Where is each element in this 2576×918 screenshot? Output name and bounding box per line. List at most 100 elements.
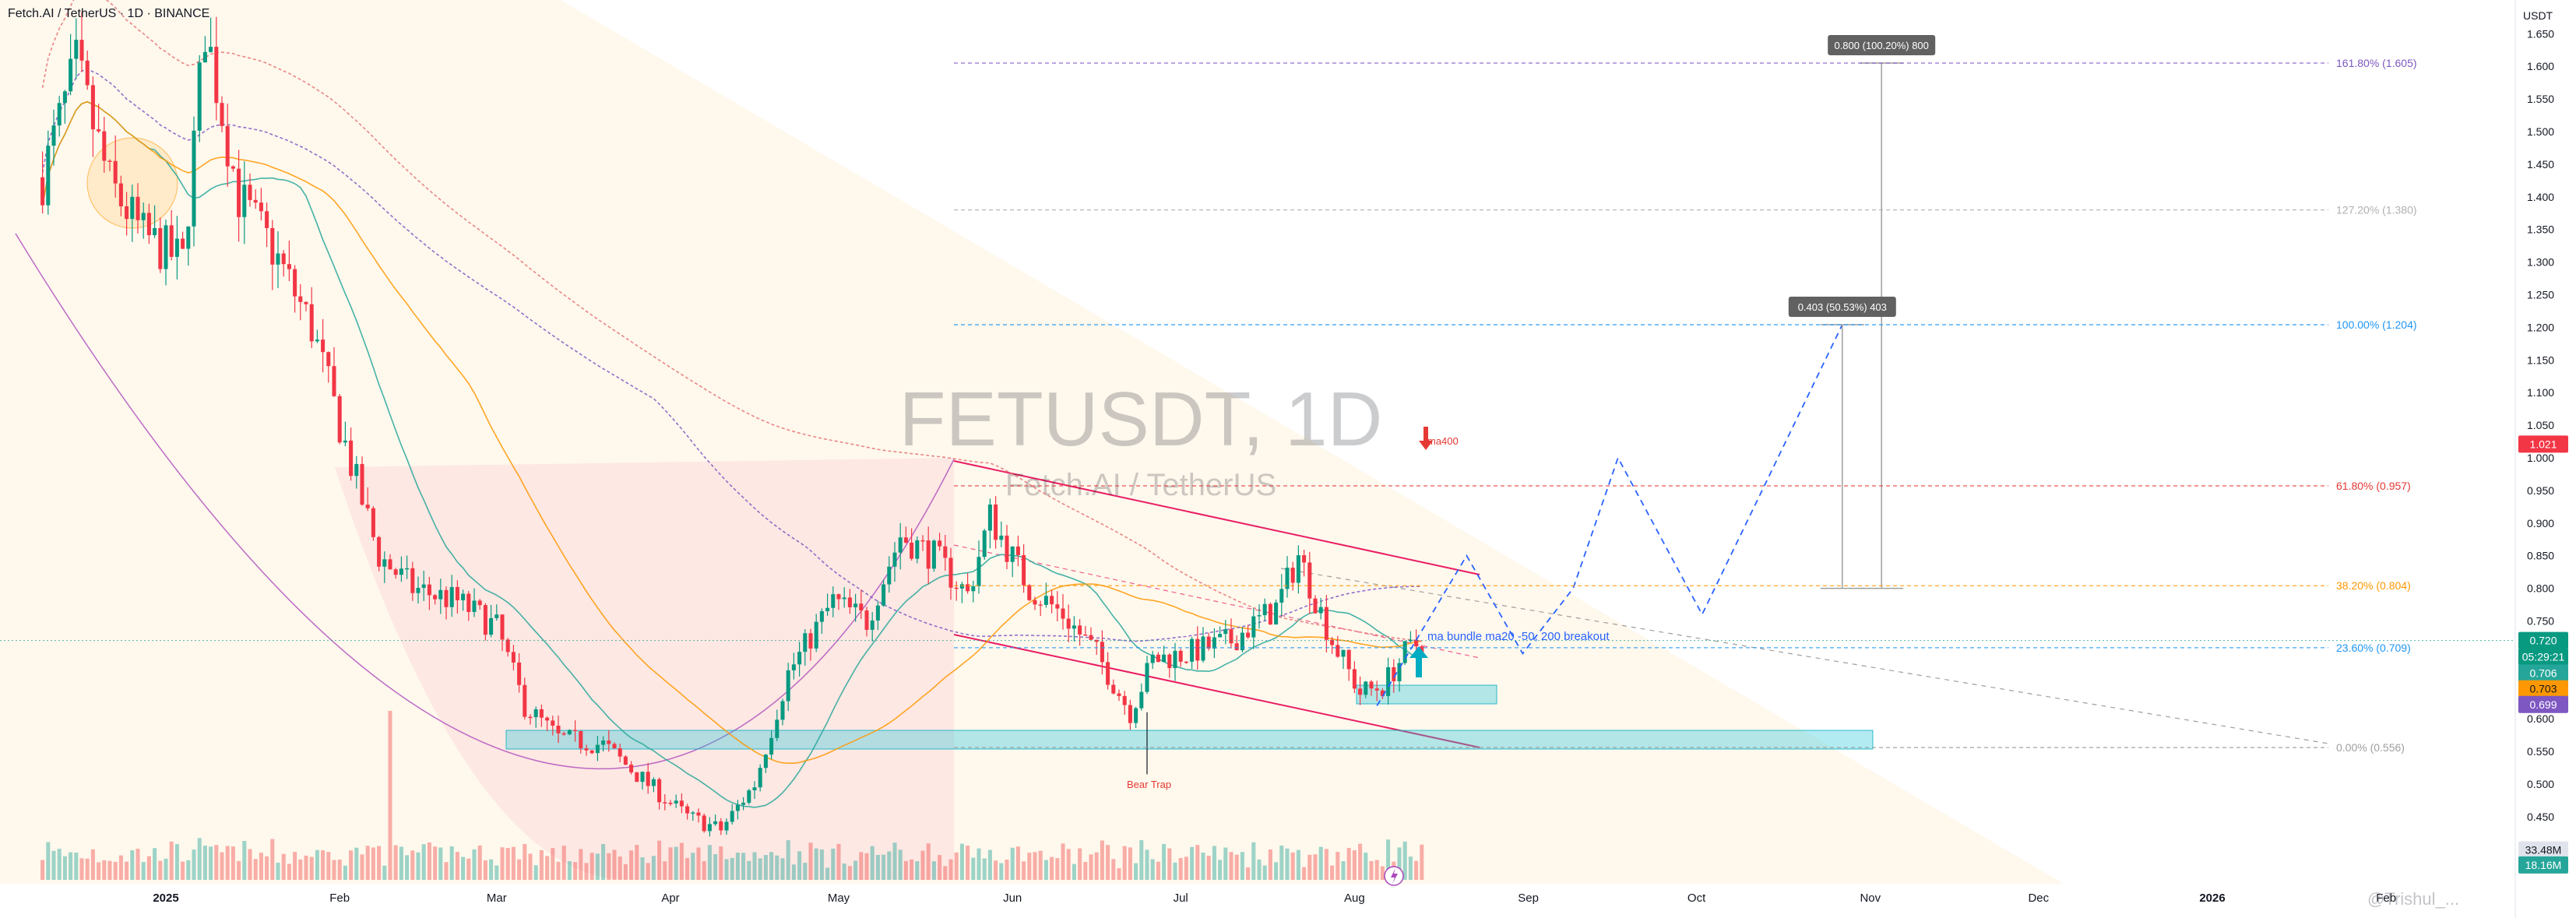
candle-body [293,269,297,297]
volume-bar [214,845,219,880]
volume-bar [607,853,611,880]
volume-bar [668,847,673,880]
symbol-title[interactable]: Fetch.AI / TetherUS · 1D · BINANCE [8,7,210,20]
candle-body [477,600,482,606]
support-box-small [1356,684,1497,705]
candle-body [691,812,695,814]
candle-body [556,725,561,733]
volume-bar [1341,861,1346,880]
candle-body [113,160,118,184]
candle-body [1414,639,1419,647]
candle-body [987,504,992,531]
volume-bar [864,853,869,880]
annotation-label: ma bundle ma20 -50, 200 breakout [1427,630,1610,643]
candle-body [887,566,892,585]
candle-body [831,594,836,608]
candle-body [1195,638,1200,661]
volume-bar [1408,856,1413,880]
candle-body [589,750,594,754]
volume-bar [853,860,858,880]
candle-body [1206,636,1211,649]
candle-body [853,603,858,607]
volume-bar [146,856,151,880]
candle-body [169,225,174,257]
candle-body [164,225,168,269]
candle-body [1015,546,1020,555]
volume-bar [892,842,897,880]
volume-bar [309,856,314,880]
volume-bar [1206,856,1211,880]
volume-bar [1296,849,1300,880]
volume-bar [62,856,67,880]
volume-bar [337,860,342,880]
drawings[interactable]: 0.800 (100.20%) 800 0.403 (50.53%) 403 [1146,35,1936,775]
volume-bar [584,863,589,880]
volume-bar [57,849,62,880]
price-axis[interactable]: USDT0.4500.5000.5500.6000.6500.7000.7500… [2514,0,2576,918]
candle-body [791,664,796,670]
volume-bar [483,860,487,880]
volume-bar [69,852,73,880]
candle-body [741,802,746,805]
candle-body [62,91,67,104]
candle-body [657,779,662,803]
candle-body [444,589,449,607]
volume-bar [730,857,734,880]
candle-body [365,505,370,508]
volume-bar [1246,867,1251,880]
volume-bar [987,849,992,880]
volume-bar [1313,854,1318,880]
candle-body [1274,602,1279,625]
candle-body [1117,693,1121,696]
volume-bar [1358,843,1363,880]
volume-bar [1072,863,1076,880]
volume-bar [999,863,1004,880]
time-tick-label: Feb [2376,892,2396,905]
ma-line-ma400 [41,0,1422,642]
candle-body [1167,654,1172,669]
volume-bar [405,855,410,880]
volume-bar [276,862,280,880]
volume-bar [1167,848,1172,880]
volume-bar [775,855,779,880]
volume-bar [808,842,813,880]
candle-body [349,440,354,477]
candle-body [1089,635,1093,640]
volume-bar [1094,852,1099,880]
volume-bar [1078,848,1082,880]
candle-body [1223,629,1228,635]
price-badge-label: 0.703 [2529,683,2557,695]
fib-label: 61.80% (0.957) [2336,480,2411,492]
candle-body [1094,639,1099,642]
candle-body [40,177,45,206]
candle-body [107,160,112,162]
volume-bar [315,849,319,880]
price-badge-label: 05:29:21 [2522,651,2565,663]
candle-body [982,530,987,557]
candle-body [125,206,129,220]
volume-bar [153,848,157,880]
volume-bar [382,865,387,880]
candle-body [298,296,303,302]
candle-body [674,800,678,804]
candle-body [427,584,431,596]
volume-bar [1369,860,1374,880]
candle-body [309,304,314,342]
time-tick-label: Jun [1003,892,1022,905]
candle-body [46,146,51,206]
annotation-label: ma400 [1427,435,1459,447]
volume-bar [758,858,762,880]
candle-body [864,610,869,630]
candle-body [910,542,914,559]
candle-body [377,536,382,567]
candle-body [1128,705,1132,723]
volume-bar [377,846,382,880]
volume-bar [461,856,466,880]
volume-bar [220,852,224,880]
candle-body [438,589,443,600]
time-axis[interactable]: 2025 Feb Mar Apr May Jun Jul Aug Sep Oct Nov Dec 202… [153,892,2396,905]
volume-bar [79,858,84,880]
candle-body [505,639,510,652]
